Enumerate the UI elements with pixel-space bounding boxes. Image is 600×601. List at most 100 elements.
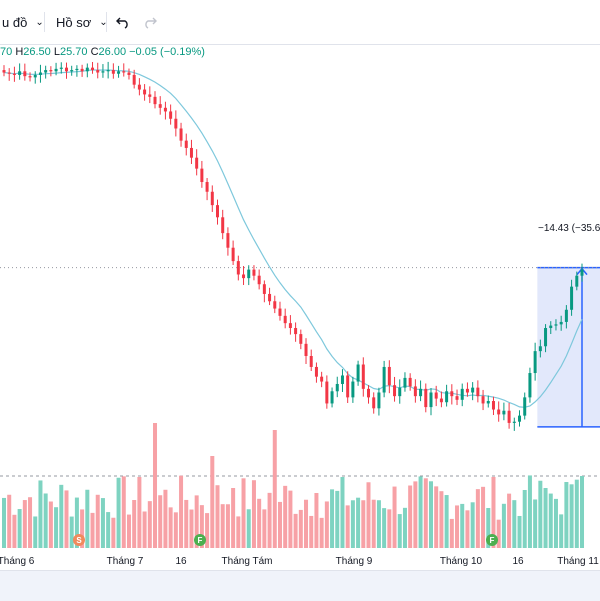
volume-bar bbox=[288, 490, 293, 548]
volume-bar bbox=[569, 484, 574, 548]
candle-body bbox=[304, 343, 308, 356]
volume-bar bbox=[527, 475, 532, 548]
candle-body bbox=[210, 191, 214, 206]
volume-bar bbox=[199, 505, 204, 548]
volume-bar bbox=[267, 492, 272, 548]
volume-bar bbox=[330, 489, 335, 548]
volume-bar bbox=[501, 503, 506, 548]
candle-body bbox=[257, 275, 261, 285]
ohlc-close-label: C bbox=[90, 46, 99, 58]
volume-bar bbox=[17, 509, 22, 548]
ohlc-close-value: 26.00 bbox=[98, 46, 127, 58]
volume-bar bbox=[304, 499, 309, 548]
volume-bar bbox=[173, 512, 178, 548]
chart-toolbar: u đồ ⌄ Hồ sơ ⌄ bbox=[0, 0, 600, 45]
chart-menu-label: u đồ bbox=[2, 14, 28, 30]
candle-body bbox=[231, 247, 235, 262]
time-tick: 16 bbox=[175, 556, 187, 567]
candle-body bbox=[481, 396, 485, 404]
volume-bar bbox=[28, 497, 33, 548]
volume-bar bbox=[236, 516, 241, 548]
candle-body bbox=[221, 217, 225, 234]
volume-bar bbox=[309, 515, 314, 548]
candle-body bbox=[340, 375, 344, 384]
candle-body bbox=[215, 205, 219, 218]
volume-bar bbox=[574, 479, 579, 548]
price-chart[interactable] bbox=[0, 44, 600, 548]
undo-button[interactable] bbox=[116, 10, 130, 34]
volume-bar bbox=[371, 499, 376, 548]
time-tick: Tháng 7 bbox=[106, 556, 144, 567]
volume-bar bbox=[548, 493, 553, 548]
volume-bar bbox=[179, 475, 184, 548]
volume-bar bbox=[85, 489, 90, 548]
candle-body bbox=[54, 68, 58, 72]
candle-body bbox=[174, 118, 178, 129]
candle-body bbox=[413, 386, 417, 397]
candle-body bbox=[398, 387, 402, 397]
volume-bar bbox=[33, 516, 38, 548]
volume-bar bbox=[340, 477, 345, 548]
candle-body bbox=[132, 74, 136, 85]
volume-bar bbox=[475, 489, 480, 548]
bottom-bar bbox=[0, 570, 600, 601]
volume-bar bbox=[215, 485, 220, 548]
candle-body bbox=[169, 111, 173, 119]
candle-body bbox=[445, 391, 449, 403]
redo-button[interactable] bbox=[143, 10, 157, 34]
candle-body bbox=[491, 401, 495, 410]
volume-bar bbox=[22, 500, 27, 548]
candle-body bbox=[564, 309, 568, 322]
chart-menu-button[interactable]: u đồ ⌄ bbox=[2, 10, 44, 34]
candle-body bbox=[111, 70, 115, 74]
volume-bar bbox=[444, 495, 449, 548]
volume-bar bbox=[12, 514, 17, 548]
volume-bar bbox=[48, 501, 53, 548]
toolbar-divider bbox=[44, 12, 45, 32]
candle-body bbox=[429, 392, 433, 408]
volume-bar bbox=[137, 476, 142, 548]
time-axis[interactable]: Tháng 6 Tháng 7 16 Tháng Tám Tháng 9 Thá… bbox=[0, 548, 600, 570]
event-marker-financials[interactable]: F bbox=[194, 534, 206, 546]
candle-body bbox=[268, 293, 272, 302]
volume-bar bbox=[387, 509, 392, 548]
volume-bar bbox=[90, 512, 95, 548]
volume-bar bbox=[132, 500, 137, 548]
volume-bar bbox=[100, 498, 105, 548]
volume-bar bbox=[428, 481, 433, 548]
candle-body bbox=[33, 74, 37, 78]
volume-bar bbox=[496, 519, 501, 548]
candle-body bbox=[507, 410, 511, 423]
candle-body bbox=[523, 397, 527, 416]
ohlc-legend: 70 H26.50 L25.70 C26.00 −0.05 (−0.19%) bbox=[0, 46, 205, 58]
profile-menu-button[interactable]: Hồ sơ ⌄ bbox=[56, 10, 108, 34]
volume-bar bbox=[366, 482, 371, 548]
chevron-down-icon: ⌄ bbox=[99, 16, 108, 28]
candle-body bbox=[575, 275, 579, 287]
candle-body bbox=[377, 392, 381, 409]
candle-body bbox=[361, 364, 365, 389]
candle-body bbox=[559, 321, 563, 325]
volume-bar bbox=[486, 507, 491, 548]
event-marker-financials[interactable]: F bbox=[486, 534, 498, 546]
volume-bar bbox=[163, 489, 168, 548]
time-tick: Tháng 10 bbox=[439, 556, 483, 567]
candle-body bbox=[64, 67, 68, 72]
candle-body bbox=[465, 388, 469, 393]
candle-body bbox=[450, 391, 454, 397]
volume-bar bbox=[553, 498, 558, 548]
volume-bar bbox=[376, 500, 381, 548]
event-marker-split[interactable]: S bbox=[73, 534, 85, 546]
volume-bar bbox=[158, 495, 163, 548]
volume-bar bbox=[470, 502, 475, 548]
candle-body bbox=[189, 147, 193, 158]
volume-bar bbox=[272, 430, 277, 548]
volume-bar bbox=[121, 476, 126, 548]
volume-bar bbox=[392, 486, 397, 548]
volume-bar bbox=[455, 505, 460, 548]
volume-bar bbox=[335, 490, 340, 548]
candle-body bbox=[85, 67, 89, 72]
ohlc-high-label: H bbox=[15, 46, 24, 58]
candle-body bbox=[502, 410, 506, 415]
candle-body bbox=[393, 385, 397, 397]
